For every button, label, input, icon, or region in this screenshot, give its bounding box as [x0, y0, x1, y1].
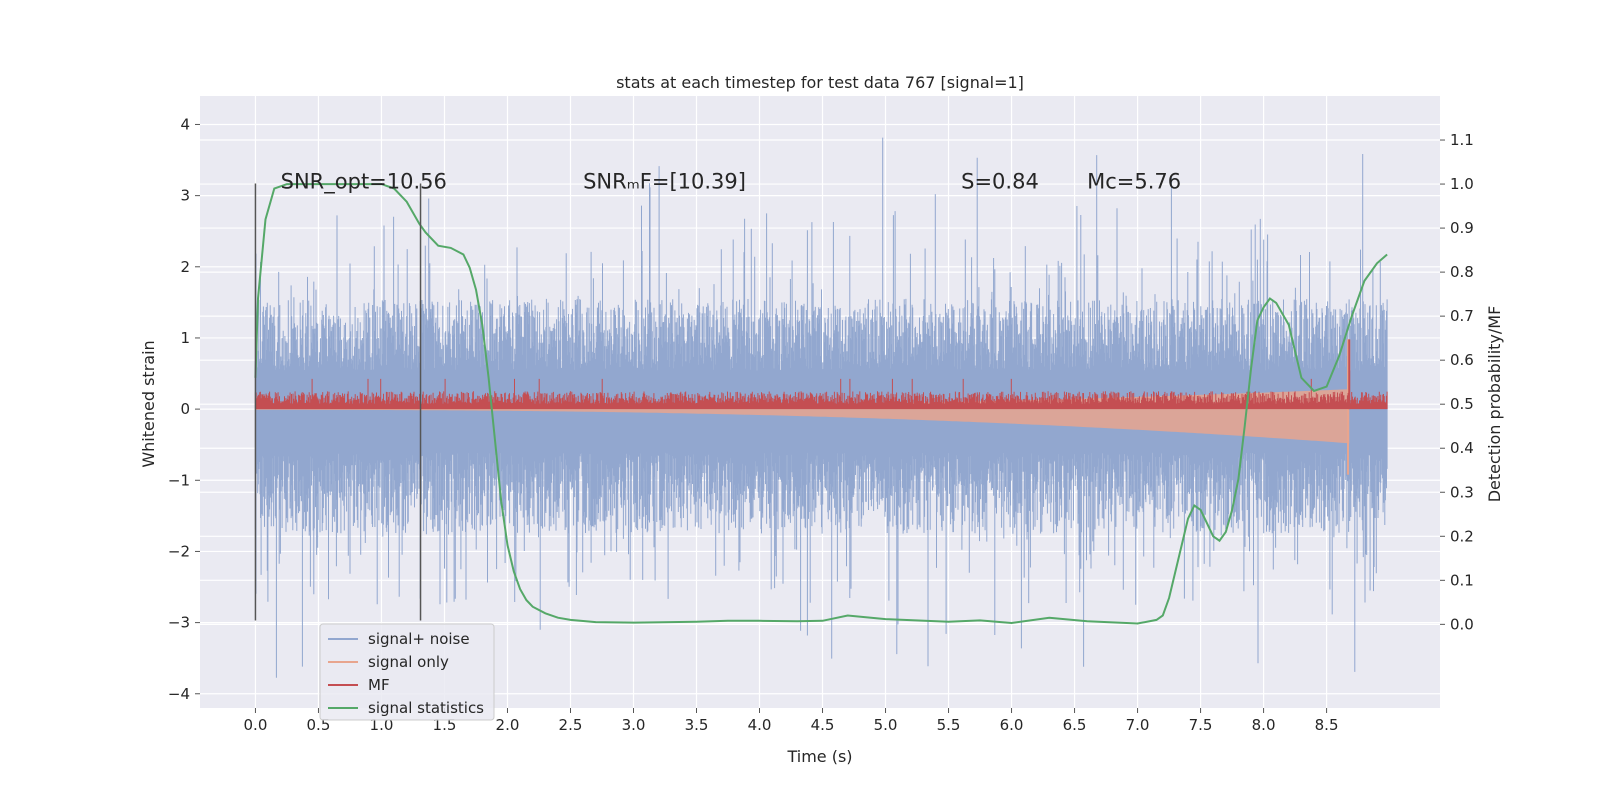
x-tick-label: 3.5: [685, 716, 709, 734]
x-axis-label: Time (s): [786, 747, 852, 766]
x-tick-label: 5.0: [874, 716, 898, 734]
x-tick-label: 2.5: [559, 716, 583, 734]
x-tick-label: 7.5: [1189, 716, 1213, 734]
x-tick-label: 0.0: [244, 716, 268, 734]
x-tick-label: 8.5: [1315, 716, 1339, 734]
legend-label-signal-noise: signal+ noise: [368, 630, 470, 648]
legend-label-mf: MF: [368, 676, 390, 694]
y-right-tick-label: 1.0: [1450, 175, 1474, 193]
x-tick-label: 6.5: [1063, 716, 1087, 734]
y-tick-label: 0: [180, 400, 190, 418]
x-tick-label: 3.0: [622, 716, 646, 734]
annotation-s-value: S=0.84: [961, 169, 1039, 193]
y-right-tick-label: 0.9: [1450, 219, 1474, 237]
y-tick-label: 3: [180, 187, 190, 205]
y-right-tick-label: 0.4: [1450, 439, 1474, 457]
chart-title: stats at each timestep for test data 767…: [616, 73, 1024, 92]
y-tick-label: −2: [168, 542, 190, 560]
y-right-tick-label: 0.6: [1450, 351, 1474, 369]
annotations: SNR_opt=10.56 SNRₘF=[10.39] S=0.84 Mᴄ=5.76: [281, 169, 1182, 194]
x-tick-label: 5.5: [937, 716, 961, 734]
legend-label-signal-only: signal only: [368, 653, 449, 671]
legend-box: [319, 623, 495, 721]
y-axis-label: Whitened strain: [139, 340, 158, 467]
y-right-tick-label: 0.0: [1450, 615, 1474, 633]
annotation-snr-mf: SNRₘF=[10.39]: [583, 169, 746, 193]
x-tick-label: 4.5: [811, 716, 835, 734]
y-axis-right-label: Detection probability/MF: [1485, 306, 1504, 503]
y-tick-label: −1: [168, 471, 190, 489]
legend: signal+ noise signal only MF signal stat…: [319, 623, 495, 721]
y-right-tick-label: 0.1: [1450, 571, 1474, 589]
x-tick-label: 2.0: [496, 716, 520, 734]
y-right-tick-label: 0.7: [1450, 307, 1474, 325]
y-tick-label: 1: [180, 329, 190, 347]
annotation-snr-opt: SNR_opt=10.56: [281, 169, 447, 194]
y-right-tick-label: 0.2: [1450, 527, 1474, 545]
y-right-tick-label: 0.8: [1450, 263, 1474, 281]
y-tick-label: 2: [180, 258, 190, 276]
legend-label-signal-statistics: signal statistics: [368, 699, 484, 717]
y-tick-label: −3: [168, 614, 190, 632]
y-right-tick-label: 0.3: [1450, 483, 1474, 501]
x-tick-label: 8.0: [1252, 716, 1276, 734]
tick-labels: 0.0 0.5 1.0 1.5 2.0 2.5 3.0 3.5 4.0 4.5 5.0 5.5 6.0 6…: [168, 115, 1474, 734]
y-tick-label: 4: [180, 115, 190, 133]
x-tick-label: 4.0: [748, 716, 772, 734]
vertical-markers: [254, 183, 422, 621]
y-right-tick-label: 1.1: [1450, 131, 1474, 149]
annotation-mc-value: Mᴄ=5.76: [1087, 169, 1181, 193]
y-right-tick-label: 0.5: [1450, 395, 1474, 413]
x-tick-label: 7.0: [1126, 716, 1150, 734]
series-signal-statistics: [254, 183, 1388, 625]
y-tick-label: −4: [168, 685, 190, 703]
x-tick-label: 6.0: [1000, 716, 1024, 734]
